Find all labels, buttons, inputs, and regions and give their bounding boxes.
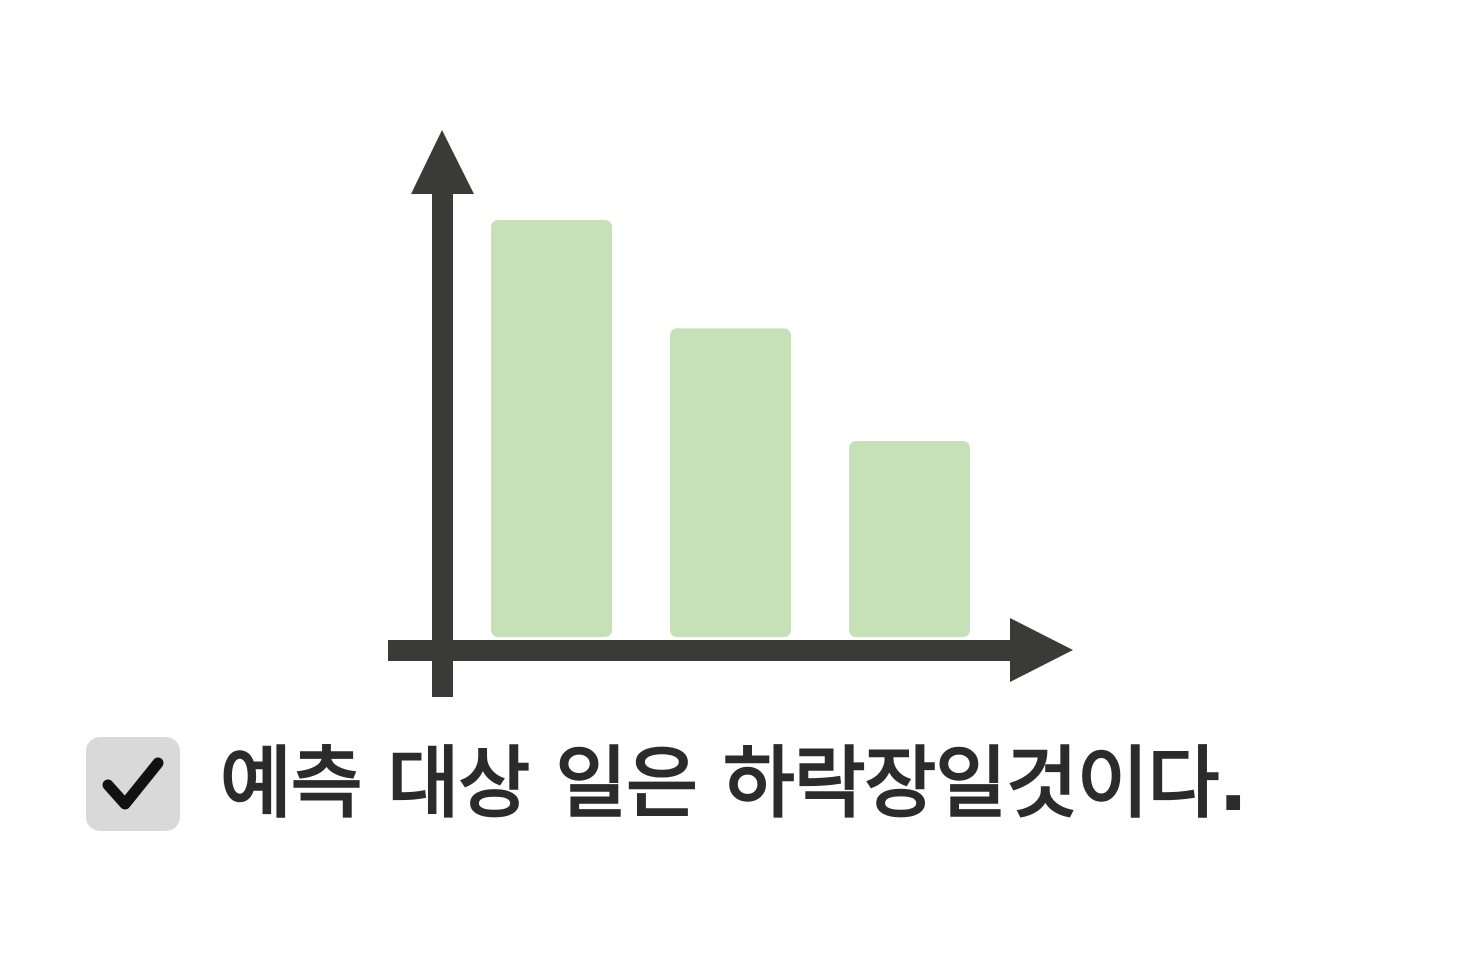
axes [388,130,1073,697]
x-axis-line [388,640,1020,661]
caption-row: 예측 대상 일은 하락장일것이다. [86,736,1248,832]
caption-text: 예측 대상 일은 하락장일것이다. [220,739,1248,829]
bar-1 [491,220,612,637]
bar-3 [849,441,970,637]
x-axis-arrow-icon [1010,618,1073,682]
y-axis-arrow-icon [411,130,474,194]
bar-2 [670,328,791,637]
checkmark-icon [102,757,164,810]
y-axis-line [432,185,453,697]
checkbox[interactable] [86,737,180,831]
bar-group [491,220,970,637]
